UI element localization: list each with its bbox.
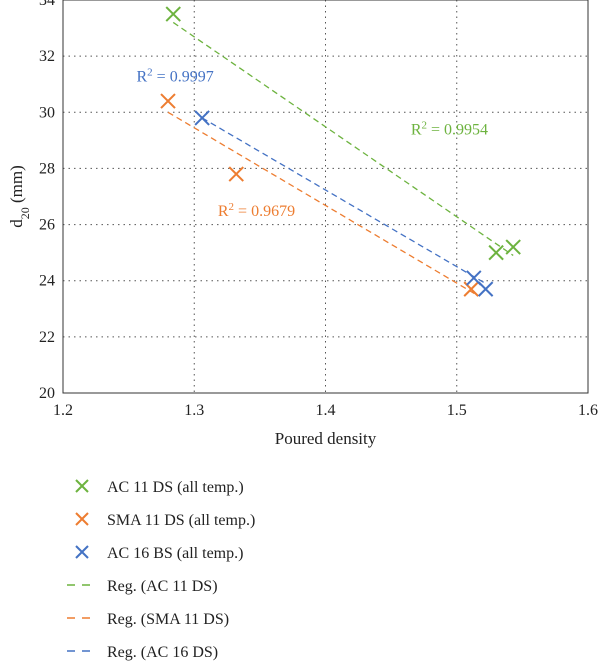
x-tick-label: 1.4 bbox=[316, 402, 336, 419]
legend-label: SMA 11 DS (all temp.) bbox=[107, 512, 255, 529]
plot-area-frame bbox=[62, 0, 589, 394]
x-tick-label: 1.6 bbox=[578, 402, 598, 419]
y-tick-label: 34 bbox=[39, 0, 55, 9]
regression-line bbox=[172, 21, 514, 256]
x-tick-label: 1.3 bbox=[184, 402, 204, 419]
legend-label: Reg. (AC 11 DS) bbox=[107, 578, 218, 595]
y-tick-label: 22 bbox=[39, 329, 55, 346]
regression-line bbox=[167, 111, 477, 296]
grid bbox=[63, 0, 588, 393]
y-tick-label: 30 bbox=[39, 104, 55, 121]
y-axis-title-main: d bbox=[7, 219, 26, 228]
y-tick-label: 20 bbox=[39, 385, 55, 402]
data-point bbox=[194, 110, 210, 126]
data-point bbox=[160, 93, 176, 109]
data-point bbox=[505, 239, 521, 255]
data-point bbox=[228, 166, 244, 182]
legend-item: Reg. (SMA 11 DS) bbox=[67, 611, 229, 628]
data-point bbox=[488, 244, 504, 261]
y-axis-title: d20 (mm) bbox=[7, 165, 32, 228]
legend-item: AC 16 BS (all temp.) bbox=[75, 545, 243, 562]
legend-label: AC 16 BS (all temp.) bbox=[107, 545, 243, 562]
legend-marker-icon bbox=[75, 512, 89, 526]
legend-marker-icon bbox=[75, 479, 89, 493]
y-axis-title-subscript: 20 bbox=[18, 207, 32, 219]
r2-label: R2 = 0.9997 bbox=[137, 66, 214, 85]
r2-annotations: R2 = 0.9954 R2 = 0.9679 R2 = 0.9997 bbox=[137, 66, 489, 220]
x-tick-label: 1.5 bbox=[447, 402, 467, 419]
r2-label: R2 = 0.9954 bbox=[411, 120, 488, 139]
legend: AC 11 DS (all temp.) SMA 11 DS (all temp.… bbox=[67, 479, 255, 661]
data-point bbox=[165, 6, 181, 22]
legend-item: AC 11 DS (all temp.) bbox=[75, 479, 244, 496]
y-tick-label: 28 bbox=[39, 160, 55, 177]
tick-labels: 1.2 1.3 1.4 1.5 1.6 20 22 24 26 28 30 32 34 bbox=[39, 0, 598, 419]
x-tick-label: 1.2 bbox=[53, 402, 73, 419]
legend-label: Reg. (AC 16 DS) bbox=[107, 644, 218, 661]
regression-lines bbox=[167, 21, 514, 296]
legend-label: Reg. (SMA 11 DS) bbox=[107, 611, 229, 628]
data-points bbox=[160, 6, 521, 297]
y-axis-title-unit: (mm) bbox=[7, 165, 26, 207]
legend-item: Reg. (AC 11 DS) bbox=[67, 578, 218, 595]
legend-marker-icon bbox=[75, 545, 89, 559]
data-point bbox=[477, 281, 494, 297]
y-tick-label: 26 bbox=[39, 217, 55, 234]
legend-item: SMA 11 DS (all temp.) bbox=[75, 512, 255, 529]
r2-label: R2 = 0.9679 bbox=[218, 201, 295, 220]
legend-label: AC 11 DS (all temp.) bbox=[107, 479, 244, 496]
legend-item: Reg. (AC 16 DS) bbox=[67, 644, 218, 661]
y-tick-label: 32 bbox=[39, 48, 55, 65]
regression-line bbox=[201, 117, 486, 285]
y-tick-label: 24 bbox=[39, 273, 55, 290]
x-axis-title: Poured density bbox=[275, 429, 377, 448]
